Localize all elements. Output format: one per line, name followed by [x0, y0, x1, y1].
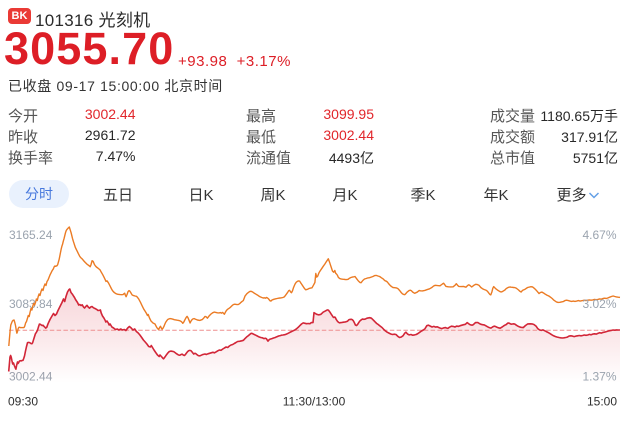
svg-text:4.67%: 4.67%	[582, 228, 616, 242]
svg-text:11:30/13:00: 11:30/13:00	[283, 395, 346, 409]
svg-text:1.37%: 1.37%	[582, 370, 616, 384]
svg-text:15:00: 15:00	[587, 395, 617, 409]
svg-text:3.02%: 3.02%	[582, 297, 616, 311]
svg-text:3083.84: 3083.84	[9, 297, 53, 311]
svg-text:09:30: 09:30	[8, 395, 38, 409]
svg-text:3165.24: 3165.24	[9, 228, 53, 242]
